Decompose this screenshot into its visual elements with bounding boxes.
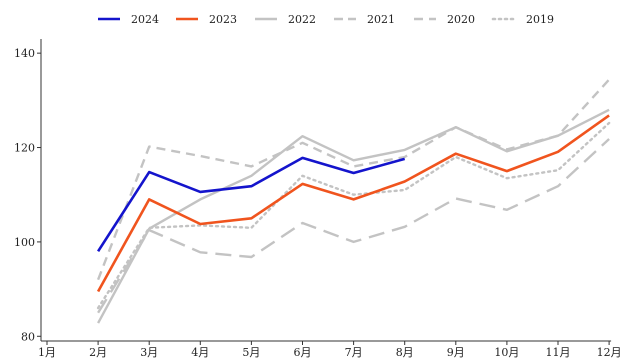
- x-tick-label: 6月: [294, 346, 312, 358]
- legend-item-2021: 2021: [334, 13, 395, 26]
- y-tick-label: 120: [14, 142, 35, 155]
- legend-label: 2020: [447, 13, 475, 26]
- series-line-2019: [96, 121, 611, 310]
- series-line-2022: [97, 108, 610, 324]
- x-tick-label: 7月: [345, 346, 363, 358]
- legend-label: 2023: [209, 13, 237, 26]
- x-tick-label: 12月: [597, 346, 621, 358]
- y-tick-label: 140: [14, 47, 35, 60]
- y-tick-label: 80: [21, 330, 35, 343]
- x-tick-label: 9月: [447, 346, 465, 358]
- legend-label: 2021: [367, 13, 395, 26]
- x-tick-label: 5月: [242, 346, 260, 358]
- x-tick-label: 2月: [89, 346, 107, 358]
- legend-item-2020: 2020: [414, 13, 475, 26]
- axes: 80 100 120 140 1月 2月 3月 4月 5月 6月 7月 8月 9月 10月 11月 12月: [14, 39, 621, 358]
- legend-item-2019: 2019: [491, 13, 554, 26]
- legend-label: 2024: [131, 13, 159, 26]
- x-tick-label: 3月: [140, 346, 158, 358]
- legend-label: 2022: [288, 13, 316, 26]
- legend: 2024 2023 2022 2021 2020 2019: [98, 13, 554, 26]
- legend-item-2022: 2022: [255, 13, 316, 26]
- legend-item-2024: 2024: [98, 13, 159, 26]
- x-tick-label: 4月: [191, 346, 209, 358]
- series-line-2020: [96, 78, 610, 281]
- series-line-2024: [97, 156, 406, 253]
- legend-item-2023: 2023: [176, 13, 237, 26]
- series-line-2023: [96, 114, 610, 293]
- x-tick-label: 1月: [38, 346, 56, 358]
- legend-label: 2019: [526, 13, 554, 26]
- y-tick-label: 100: [14, 236, 35, 249]
- x-tick-label: 8月: [396, 346, 414, 358]
- x-tick-label: 11月: [546, 346, 571, 358]
- x-tick-label: 10月: [494, 346, 519, 358]
- series-layer: [96, 78, 611, 324]
- series-line-2021: [97, 138, 610, 314]
